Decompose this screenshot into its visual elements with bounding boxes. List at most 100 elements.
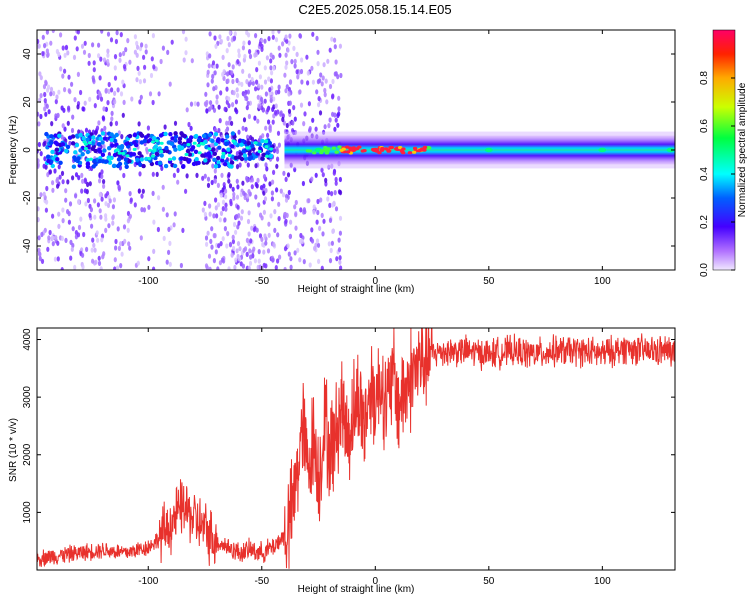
noise-dot	[120, 134, 124, 140]
cluster-dot	[104, 159, 109, 164]
noise-dot	[271, 257, 275, 263]
noise-dot	[336, 112, 340, 119]
noise-dot	[268, 181, 272, 187]
cluster-dot	[226, 147, 231, 152]
noise-dot	[221, 206, 225, 212]
noise-dot	[172, 172, 176, 178]
cluster-dot	[232, 134, 237, 139]
cluster-dot	[172, 163, 178, 169]
noise-dot	[60, 267, 64, 270]
cluster-dot	[250, 143, 255, 149]
noise-dot	[77, 224, 82, 231]
noise-dot	[43, 156, 47, 162]
noise-dot	[274, 265, 278, 270]
noise-dot	[213, 178, 217, 184]
noise-dot	[246, 218, 251, 225]
cluster-dot	[241, 149, 246, 154]
noise-dot	[259, 212, 263, 218]
cluster-bright-dot	[253, 141, 258, 145]
noise-dot	[334, 180, 338, 186]
noise-dot	[151, 33, 155, 39]
noise-dot	[248, 53, 253, 60]
cluster-dot	[194, 133, 199, 139]
noise-dot	[51, 187, 55, 193]
noise-dot	[208, 31, 212, 37]
noise-dot	[294, 212, 298, 218]
noise-dot	[322, 62, 326, 68]
noise-dot	[293, 116, 297, 122]
noise-dot	[237, 52, 241, 59]
cluster-bright-dot	[192, 141, 197, 145]
x-tick-label: -50	[255, 276, 270, 287]
noise-dot	[233, 31, 237, 37]
noise-dot	[216, 266, 220, 270]
noise-dot	[121, 79, 125, 85]
noise-dot	[49, 86, 54, 92]
noise-dot	[277, 45, 281, 51]
noise-dot	[311, 31, 315, 37]
noise-dot	[83, 177, 87, 183]
noise-dot	[102, 183, 106, 189]
noise-dot	[224, 188, 228, 194]
noise-dot	[57, 211, 61, 217]
noise-dot	[264, 91, 268, 97]
band-peak-dot	[312, 151, 317, 155]
noise-dot	[81, 252, 85, 258]
noise-dot	[266, 107, 270, 113]
noise-dot	[215, 63, 219, 69]
noise-dot	[113, 257, 117, 263]
cluster-dot	[100, 140, 105, 145]
noise-dot	[228, 183, 233, 189]
noise-dot	[275, 148, 280, 154]
noise-dot	[112, 197, 116, 203]
noise-dot	[247, 73, 251, 79]
noise-dot	[215, 213, 219, 219]
noise-dot	[213, 35, 217, 41]
colorbar-label: Normalized spectral amplitude	[737, 82, 748, 217]
noise-dot	[139, 235, 143, 241]
cluster-dot	[135, 157, 140, 162]
noise-dot	[90, 247, 94, 253]
cluster-dot	[265, 150, 270, 156]
noise-dot	[311, 79, 315, 85]
cluster-dot	[248, 155, 254, 160]
noise-dot	[329, 247, 333, 254]
noise-dot	[208, 203, 212, 209]
noise-dot	[298, 89, 302, 95]
noise-dot	[139, 94, 143, 100]
colorbar-gradient	[712, 29, 736, 271]
noise-dot	[37, 251, 42, 257]
noise-dot	[76, 71, 80, 77]
noise-dot	[56, 256, 60, 262]
noise-dot	[238, 162, 242, 168]
noise-dot	[222, 75, 226, 81]
noise-dot	[299, 207, 303, 213]
noise-dot	[226, 35, 230, 42]
cluster-bright-dot	[264, 145, 269, 149]
cluster-dot	[220, 138, 225, 143]
noise-dot	[214, 197, 218, 203]
noise-dot	[104, 193, 108, 199]
cluster-dot	[70, 141, 76, 146]
noise-dot	[64, 237, 68, 243]
noise-dot	[140, 42, 144, 48]
noise-dot	[250, 177, 254, 183]
cluster-dot	[194, 157, 199, 162]
noise-dot	[223, 106, 227, 112]
noise-dot	[312, 204, 316, 210]
colorbar-tick-label: 0.6	[699, 119, 710, 133]
noise-dot	[286, 47, 290, 53]
noise-dot	[53, 256, 58, 262]
cluster-dot	[100, 159, 106, 164]
noise-dot	[90, 223, 94, 229]
noise-dot	[210, 78, 214, 84]
noise-dot	[219, 241, 223, 247]
cluster-dot	[109, 137, 114, 142]
noise-dot	[69, 255, 73, 261]
cluster-dot	[100, 131, 106, 136]
noise-dot	[338, 259, 342, 265]
noise-dot	[67, 105, 71, 111]
band-core	[284, 147, 675, 153]
noise-dot	[214, 43, 218, 49]
noise-dot	[184, 36, 188, 42]
